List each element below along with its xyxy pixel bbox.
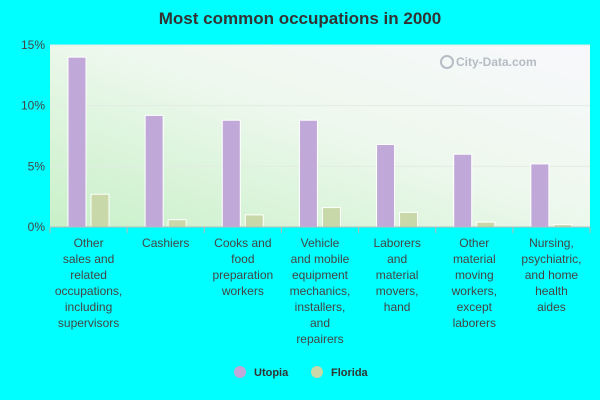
x-category-label-line: equipment [292, 268, 349, 282]
x-category-label-line: occupations, [55, 284, 122, 298]
grid-lines [50, 44, 590, 167]
x-category-label-line: health [535, 284, 568, 298]
bar-florida-1[interactable] [167, 219, 187, 228]
watermark-text: City-Data.com [456, 55, 537, 69]
x-category-label-line: and [310, 316, 330, 330]
x-category-label-line: and mobile [291, 252, 350, 266]
x-category-label-line: sales and [63, 252, 114, 266]
legend-swatch-utopia [234, 366, 246, 378]
x-category-label-line: mechanics, [290, 284, 351, 298]
x-category-label: Other sales and related occupations, includi… [55, 236, 122, 330]
x-category-label-line: moving [455, 268, 494, 282]
legend-label-utopia: Utopia [254, 367, 289, 379]
y-tick-label: 10% [21, 99, 45, 113]
bar-florida-5[interactable] [476, 221, 496, 228]
x-category-label: Vehicle and mobile equipment mechanics, inst… [290, 236, 351, 346]
x-category-label-line: except [457, 300, 493, 314]
x-category-label-line: workers [221, 284, 264, 298]
x-category-label-line: material [376, 268, 419, 282]
x-category-label-line: Other [74, 236, 104, 250]
x-category-label: Nursing, psychiatric, and home health aides [521, 236, 581, 314]
x-category-label: Other material moving workers, except laborer… [451, 236, 497, 330]
bar-utopia-5[interactable] [453, 153, 473, 228]
bars [67, 56, 573, 228]
x-category-label-line: repairers [296, 332, 343, 346]
x-category-label-line: Laborers [373, 236, 420, 250]
legend-label-florida: Florida [331, 367, 369, 379]
x-category-label-line: supervisors [58, 316, 119, 330]
x-category-label-line: installers, [295, 300, 346, 314]
bar-florida-0[interactable] [90, 193, 110, 228]
bar-utopia-2[interactable] [221, 119, 241, 228]
bar-utopia-1[interactable] [144, 114, 164, 228]
bar-utopia-4[interactable] [376, 143, 396, 228]
legend-swatch-florida [311, 366, 323, 378]
bar-utopia-3[interactable] [298, 119, 318, 228]
y-axis: 0% 5% 10% 15% [21, 38, 45, 234]
x-category-label: Cashiers [142, 236, 189, 250]
bar-florida-3[interactable] [321, 207, 341, 228]
bar-utopia-0[interactable] [67, 56, 87, 228]
x-category-label-line: food [231, 252, 254, 266]
x-category-label-line: Vehicle [301, 236, 340, 250]
plot-area [50, 45, 590, 227]
watermark: City-Data.com [440, 55, 537, 69]
x-category-label-line: and home [525, 268, 579, 282]
x-category-label-line: workers, [451, 284, 497, 298]
bar-florida-2[interactable] [244, 214, 264, 228]
x-category-label-line: and [387, 252, 407, 266]
bar-florida-4[interactable] [399, 211, 419, 228]
chart-title: Most common occupations in 2000 [159, 9, 441, 28]
x-category-label-line: Cashiers [142, 236, 189, 250]
x-category-label-line: hand [384, 300, 411, 314]
x-category-label: Cooks and food preparation workers [212, 236, 273, 298]
x-category-label-line: preparation [212, 268, 273, 282]
x-category-label: Laborers and material movers, hand [373, 236, 420, 314]
y-tick-label: 0% [28, 220, 46, 234]
y-tick-label: 15% [21, 38, 45, 52]
x-category-label-line: material [453, 252, 496, 266]
x-category-label-line: related [70, 268, 107, 282]
x-category-label-line: movers, [376, 284, 419, 298]
watermark-icon [440, 55, 454, 69]
x-category-label-line: Other [459, 236, 489, 250]
x-category-label-line: including [65, 300, 112, 314]
bar-utopia-6[interactable] [530, 163, 550, 228]
x-category-label-line: Cooks and [214, 236, 271, 250]
x-axis: Other sales and related occupations, includi… [49, 226, 591, 346]
legend: Utopia Florida [234, 366, 369, 379]
y-tick-label: 5% [28, 159, 46, 173]
x-category-label-line: psychiatric, [521, 252, 581, 266]
x-category-label-line: laborers [453, 316, 496, 330]
x-category-label-line: Nursing, [529, 236, 574, 250]
x-category-label-line: aides [537, 300, 566, 314]
